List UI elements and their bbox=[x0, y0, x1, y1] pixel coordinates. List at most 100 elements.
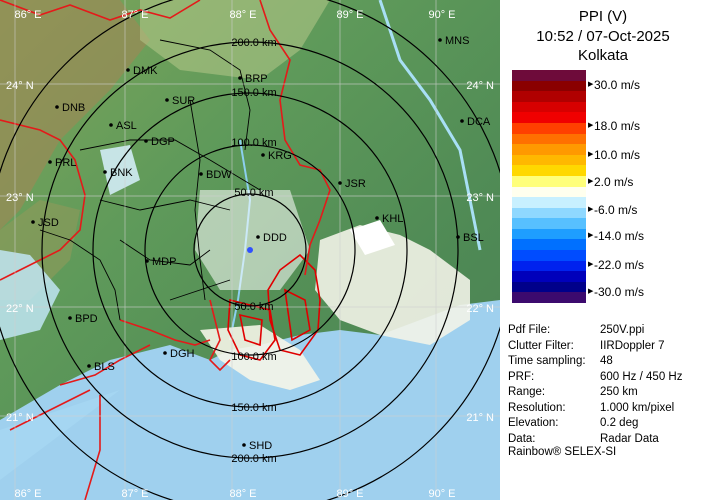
scale-swatch bbox=[512, 101, 586, 113]
latitude-label: 23° N bbox=[466, 192, 494, 204]
plain-terrain bbox=[140, 0, 330, 80]
sea-shade bbox=[0, 390, 120, 480]
scale-swatch bbox=[512, 250, 586, 262]
scale-swatch bbox=[512, 165, 586, 177]
station-title: Kolkata bbox=[577, 47, 629, 64]
scale-swatch bbox=[512, 292, 586, 304]
range-ring-label: 100.0 km bbox=[231, 351, 276, 363]
place-label: MDP bbox=[152, 256, 176, 268]
longitude-label: 88° E bbox=[229, 488, 256, 500]
info-key: Pdf File: bbox=[508, 324, 551, 336]
place-marker bbox=[31, 220, 35, 224]
range-rings bbox=[0, 0, 500, 500]
scale-swatch bbox=[512, 112, 586, 124]
place-label: BRP bbox=[245, 73, 268, 85]
place-label: BNK bbox=[110, 167, 133, 179]
place-label: BLS bbox=[94, 361, 115, 373]
place-label: DGP bbox=[151, 136, 175, 148]
info-value: Radar Data bbox=[600, 432, 659, 445]
longitude-label: 89° E bbox=[336, 9, 363, 21]
place-marker bbox=[68, 316, 72, 320]
place-marker bbox=[145, 259, 149, 263]
place-marker bbox=[438, 38, 442, 42]
place-marker bbox=[199, 172, 203, 176]
scale-swatch bbox=[512, 154, 586, 166]
info-key: Range: bbox=[508, 386, 546, 398]
place-label: ASL bbox=[116, 120, 137, 132]
place-label: DDD bbox=[263, 232, 287, 244]
scale-label: 30.0 m/s bbox=[594, 78, 641, 92]
place-marker bbox=[163, 351, 167, 355]
longitude-label: 88° E bbox=[229, 9, 256, 21]
product-title: PPI (V) bbox=[578, 8, 628, 25]
place-marker bbox=[261, 153, 265, 157]
radar-site-marker bbox=[247, 247, 253, 253]
scale-label: 2.0 m/s bbox=[594, 175, 634, 189]
map-canvas: 86° E 87° E 88° E 89° E 90° E 86° E 87° E 88° … bbox=[0, 0, 500, 500]
scale-swatch bbox=[512, 70, 586, 82]
range-ring-label: 200.0 km bbox=[231, 453, 276, 465]
place-marker bbox=[103, 170, 107, 174]
place-label: BPD bbox=[75, 313, 98, 325]
place-label: BDW bbox=[206, 169, 232, 181]
scale-swatch bbox=[512, 80, 586, 92]
latitude-label: 21° N bbox=[6, 412, 34, 424]
latitude-label: 23° N bbox=[6, 192, 34, 204]
place-label: BSL bbox=[463, 232, 484, 244]
info-key: PRF: bbox=[508, 370, 535, 383]
info-key: Elevation: bbox=[508, 417, 559, 429]
place-marker bbox=[109, 123, 113, 127]
place-label: JSD bbox=[38, 217, 59, 229]
info-key: Time sampling: bbox=[508, 355, 586, 367]
longitude-label: 87° E bbox=[121, 9, 148, 21]
latitude-label: 22° N bbox=[466, 303, 494, 315]
place-marker bbox=[242, 443, 246, 447]
place-label: KHL bbox=[382, 213, 403, 225]
scale-swatch bbox=[512, 281, 586, 293]
scale-swatch bbox=[512, 122, 586, 135]
longitude-label: 87° E bbox=[121, 488, 148, 500]
place-marker bbox=[144, 139, 148, 143]
range-ring-label: 100.0 km bbox=[231, 137, 276, 149]
info-key: Clutter Filter: bbox=[508, 339, 574, 352]
longitude-label: 90° E bbox=[428, 9, 455, 21]
place-marker bbox=[55, 105, 59, 109]
echo-light bbox=[350, 220, 395, 255]
info-value: 1.000 km/pixel bbox=[600, 401, 675, 414]
scale-swatch bbox=[512, 260, 586, 272]
latitude-label: 22° N bbox=[6, 303, 34, 315]
place-marker bbox=[48, 160, 52, 164]
place-marker bbox=[87, 364, 91, 368]
place-marker bbox=[375, 216, 379, 220]
info-key: Resolution: bbox=[508, 401, 566, 414]
plateau-terrain bbox=[0, 0, 150, 230]
scale-swatch bbox=[512, 271, 586, 283]
scale-tick-icon: ▶ bbox=[588, 151, 594, 158]
scale-label: -14.0 m/s bbox=[594, 229, 645, 243]
longitude-label: 90° E bbox=[428, 488, 455, 500]
scale-swatch bbox=[512, 144, 586, 156]
color-scale-bar bbox=[512, 70, 586, 304]
scale-swatch bbox=[512, 197, 586, 209]
place-marker bbox=[126, 68, 130, 72]
graticule bbox=[0, 0, 500, 500]
place-label: JSR bbox=[345, 178, 366, 190]
scale-label: -6.0 m/s bbox=[594, 203, 638, 217]
footer-credit: Rainbow® SELEX-SI bbox=[508, 446, 617, 458]
range-ring-label: 150.0 km bbox=[231, 87, 276, 99]
range-ring-label: 50.0 km bbox=[234, 187, 273, 199]
scale-swatch bbox=[512, 207, 586, 219]
place-marker bbox=[256, 235, 260, 239]
place-label: KRG bbox=[268, 150, 292, 162]
scale-label: 18.0 m/s bbox=[594, 119, 641, 133]
clutter-area bbox=[195, 190, 310, 290]
info-value: 600 Hz / 450 Hz bbox=[600, 370, 683, 383]
range-ring-label: 50.0 km bbox=[234, 301, 273, 313]
latitude-label: 21° N bbox=[466, 412, 494, 424]
place-label: DMK bbox=[133, 65, 158, 77]
scale-label: -30.0 m/s bbox=[594, 285, 645, 299]
range-ring-label: 200.0 km bbox=[231, 37, 276, 49]
info-key: Data: bbox=[508, 432, 536, 445]
info-value: 0.2 deg bbox=[600, 417, 639, 429]
place-label: SUR bbox=[172, 95, 195, 107]
